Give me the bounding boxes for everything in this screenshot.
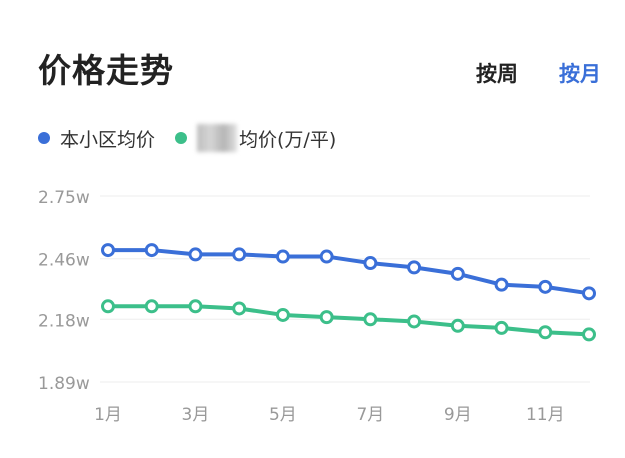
x-tick-label: 3月 [182, 405, 210, 425]
data-point [538, 325, 553, 340]
x-tick-label: 9月 [444, 405, 472, 425]
data-point [582, 286, 596, 301]
series-line-0 [108, 248, 590, 296]
data-point [275, 249, 290, 264]
data-point [494, 320, 509, 335]
y-tick-label: 2.75w [38, 188, 90, 208]
data-point [232, 301, 247, 316]
page-title: 价格走势 [38, 51, 174, 90]
series-line-1 [108, 304, 590, 337]
x-tick-label: 7月 [356, 405, 384, 425]
data-point [275, 307, 290, 322]
y-tick-label: 2.18w [38, 311, 90, 331]
data-point [144, 299, 159, 314]
data-point [494, 277, 509, 292]
data-point [450, 318, 465, 333]
data-point [319, 249, 334, 264]
y-tick-label: 2.46w [38, 251, 90, 271]
data-point [101, 299, 115, 314]
data-point [363, 312, 378, 327]
legend-dot-green [175, 132, 188, 144]
tab-by-month[interactable]: 按月 [559, 62, 601, 86]
data-point [188, 247, 203, 262]
tab-by-week[interactable]: 按周 [476, 62, 518, 86]
x-tick-label: 5月 [269, 405, 297, 425]
data-point [188, 299, 203, 314]
data-point [232, 247, 247, 262]
x-tick-label: 1月 [94, 405, 122, 425]
data-point [407, 260, 422, 275]
data-point [582, 327, 596, 342]
data-point [363, 256, 378, 271]
legend-label-community: 本小区均价 [60, 128, 156, 151]
data-point [101, 243, 115, 258]
data-point [319, 310, 334, 325]
data-point [144, 243, 159, 258]
legend-label-area: 均价(万/平) [239, 128, 337, 151]
x-tick-label: 11月 [526, 405, 565, 425]
chart-legend: 本小区均价 均价(万/平) [38, 124, 336, 152]
data-point [538, 279, 553, 294]
blurred-area-name [197, 124, 238, 152]
data-point [407, 314, 422, 329]
y-tick-label: 1.89w [38, 374, 90, 394]
data-point [450, 266, 465, 281]
legend-dot-blue [38, 132, 50, 144]
